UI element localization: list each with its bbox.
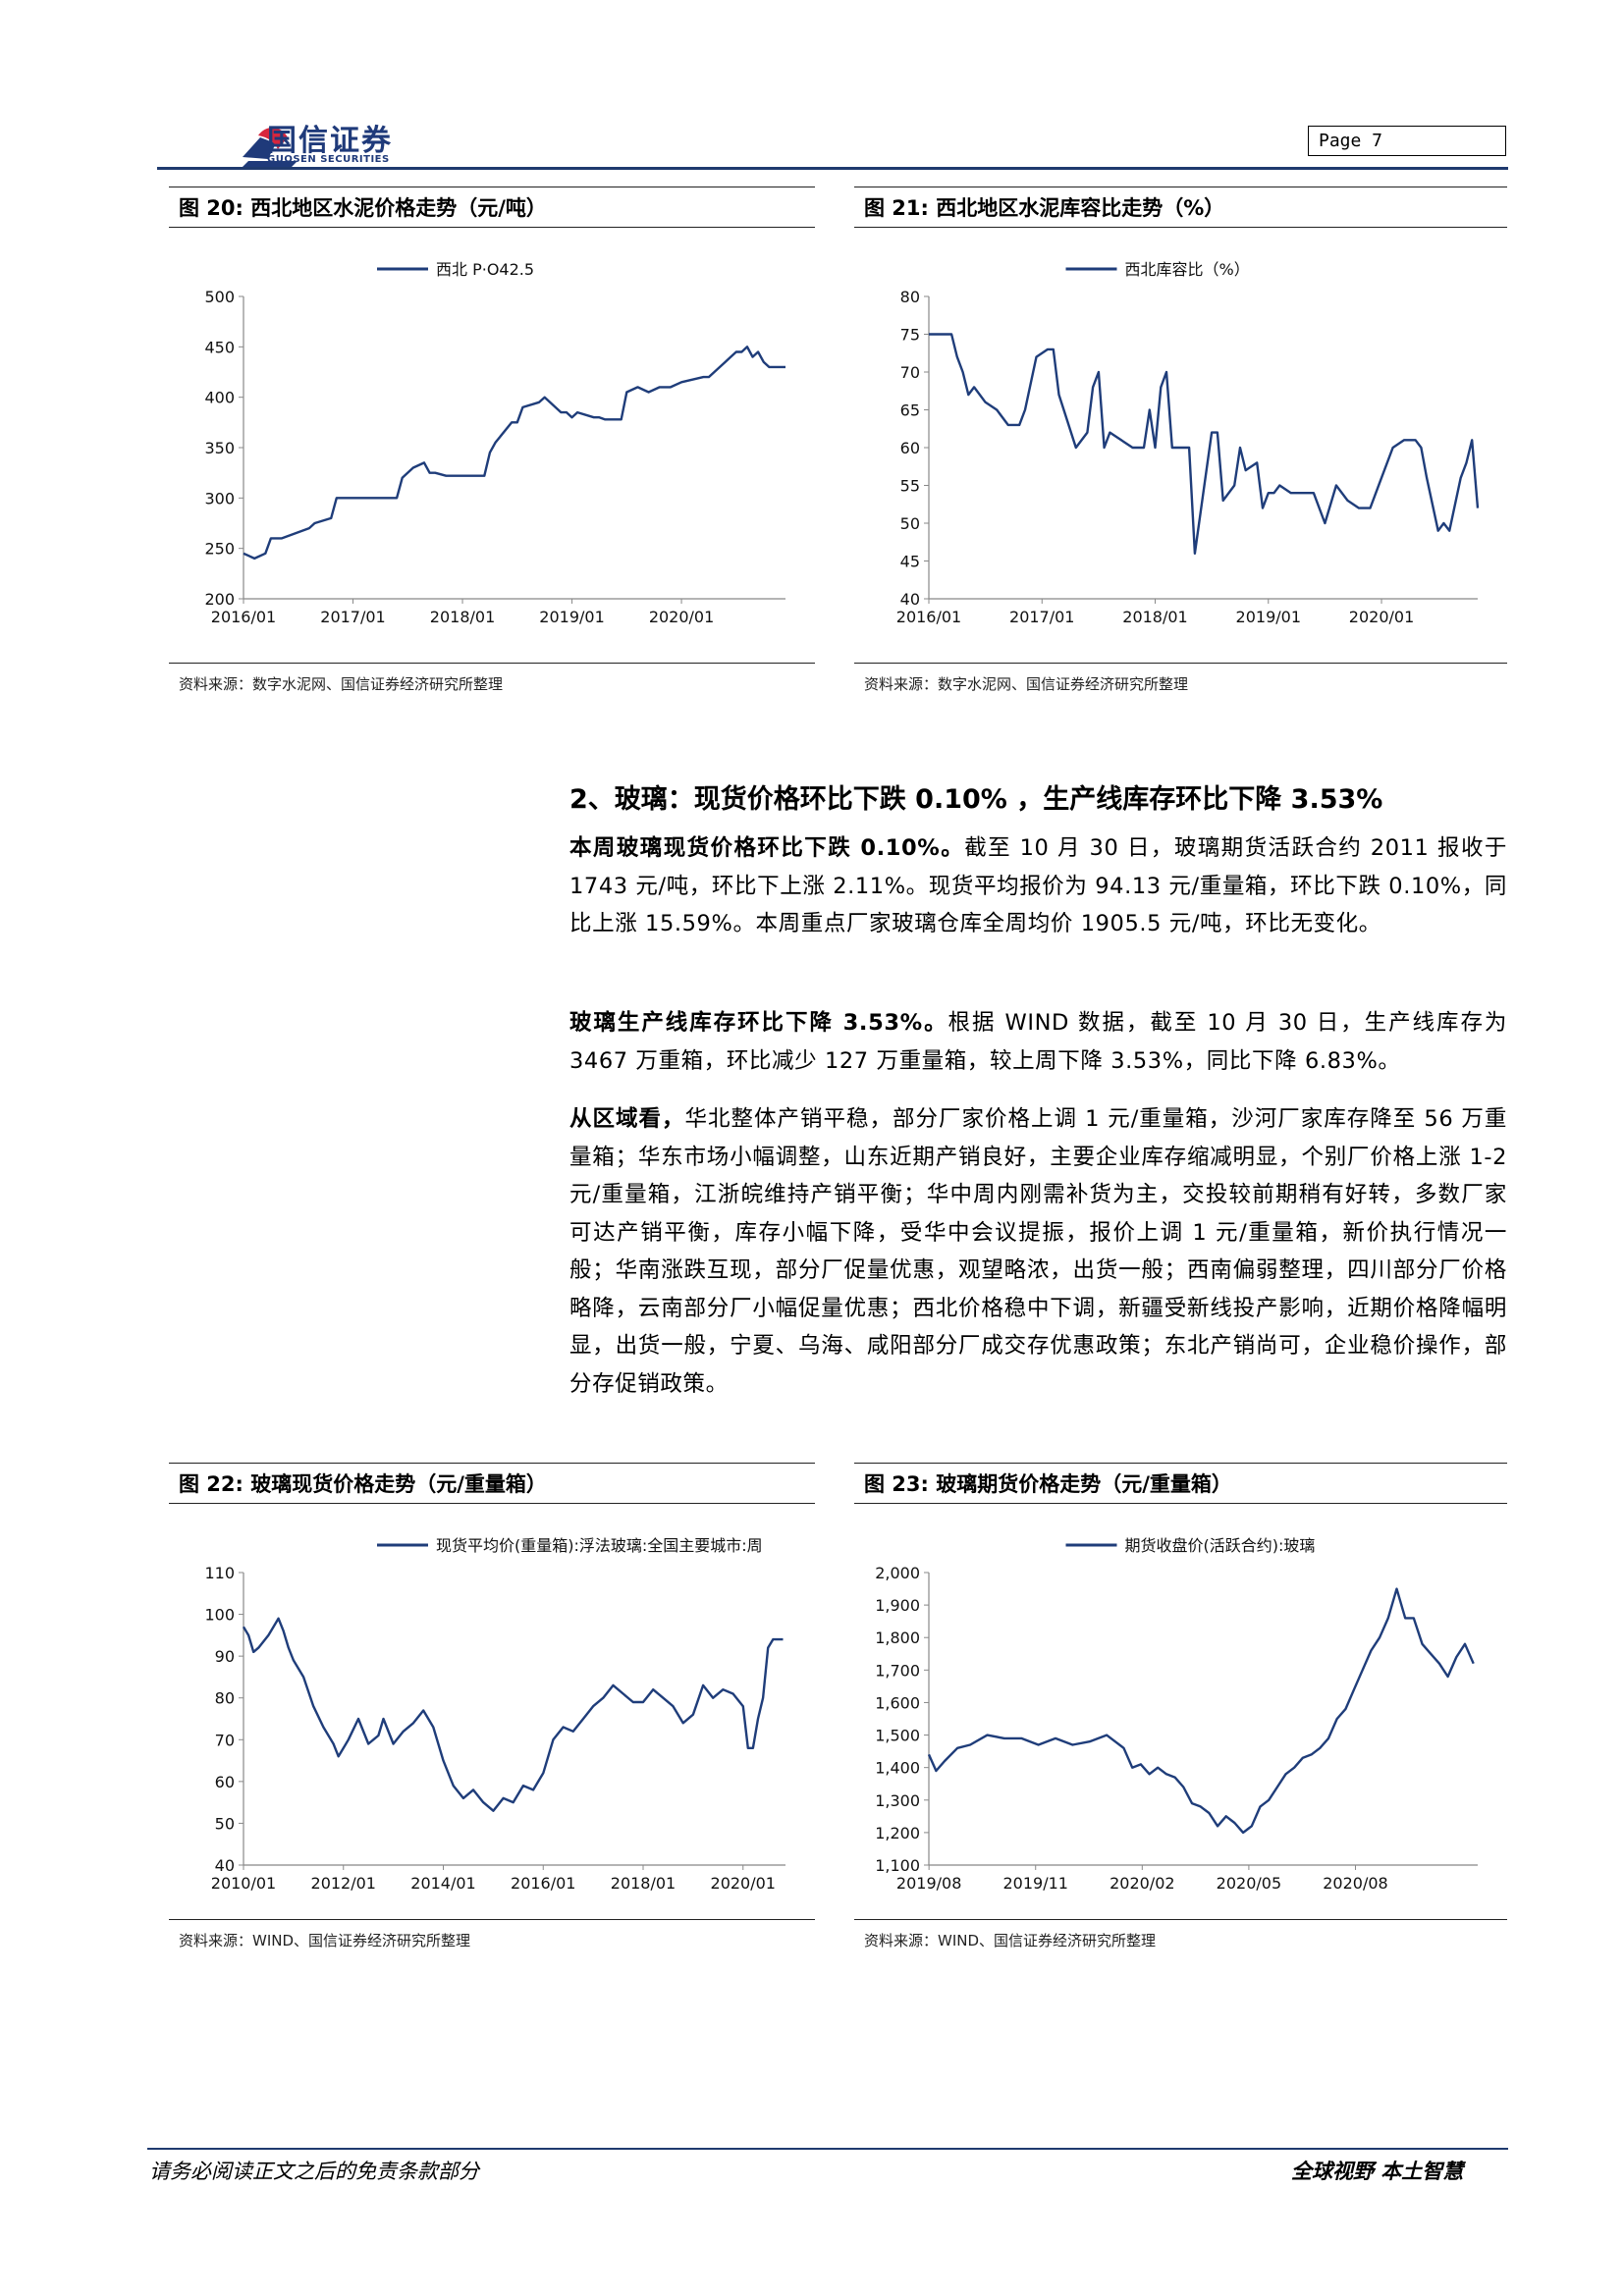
y-tick-label: 200	[204, 590, 235, 609]
paragraph-3: 从区域看，华北整体产销平稳，部分厂家价格上调 1 元/重量箱，沙河厂家库存降至 …	[569, 1100, 1507, 1403]
x-tick-label: 2020/05	[1217, 1874, 1281, 1893]
series-line	[242, 1617, 784, 1812]
figure-23-source: 资料来源：WIND、国信证券经济研究所整理	[854, 1919, 1507, 1950]
legend-label: 西北 P·O42.5	[436, 260, 534, 279]
x-tick-label: 2019/01	[1236, 608, 1301, 626]
y-tick-label: 2,000	[875, 1564, 920, 1582]
y-tick-label: 50	[215, 1814, 235, 1833]
figure-22-source: 资料来源：WIND、国信证券经济研究所整理	[169, 1919, 815, 1950]
x-tick-label: 2019/08	[896, 1874, 961, 1893]
y-tick-label: 65	[900, 401, 920, 420]
figure-20-source: 资料来源：数字水泥网、国信证券经济研究所整理	[169, 663, 815, 694]
section-title: 2、玻璃：现货价格环比下跌 0.10% ，生产线库存环比下降 3.53%	[569, 784, 1383, 815]
y-tick-label: 110	[204, 1564, 235, 1582]
y-tick-label: 90	[215, 1647, 235, 1666]
x-tick-label: 2020/01	[1349, 608, 1414, 626]
legend-label: 现货平均价(重量箱):浮法玻璃:全国主要城市:周	[436, 1536, 763, 1555]
footer-slogan: 全球视野 本土智慧	[1291, 2160, 1464, 2183]
y-tick-label: 400	[204, 389, 235, 407]
y-tick-label: 50	[900, 514, 920, 533]
logo-chinese-text: 国信证券	[267, 124, 393, 158]
x-tick-label: 2020/02	[1110, 1874, 1174, 1893]
y-tick-label: 80	[900, 288, 920, 306]
cement-storage-ratio-chart: 40 45 50 55 60 65 70 75 80 2016/01 2017/01 2018/01 2…	[896, 260, 1480, 626]
glass-spot-price-chart: 40 50 60 70 80 90 100 110 2010/01 2012/01 2014/01 2…	[204, 1536, 785, 1893]
page-number-box: Page 7	[1308, 126, 1506, 156]
paragraph-3-body: 华北整体产销平稳，部分厂家价格上调 1 元/重量箱，沙河厂家库存降至 56 万重…	[569, 1106, 1507, 1397]
guosen-logo-mark	[243, 127, 298, 167]
x-tick-label: 2010/01	[211, 1874, 276, 1893]
y-tick-label: 1,100	[875, 1856, 920, 1875]
header-rule	[157, 167, 1508, 170]
y-tick-label: 40	[900, 590, 920, 609]
paragraph-2-body: 根据 WIND 数据，截至 10 月 30 日，生产线库存为 3467 万重箱，…	[569, 1010, 1507, 1074]
y-tick-label: 100	[204, 1606, 235, 1625]
y-tick-label: 1,500	[875, 1727, 920, 1745]
x-tick-label: 2017/01	[1009, 608, 1074, 626]
figure-20-caption: 图 20: 西北地区水泥价格走势（元/吨）	[169, 187, 815, 228]
series-line	[243, 346, 785, 561]
x-tick-label: 2017/01	[320, 608, 385, 626]
legend-label: 期货收盘价(活跃合约):玻璃	[1125, 1536, 1316, 1555]
y-tick-label: 70	[900, 363, 920, 382]
y-tick-label: 1,400	[875, 1759, 920, 1778]
paragraph-2: 玻璃生产线库存环比下降 3.53%。根据 WIND 数据，截至 10 月 30 …	[569, 1004, 1507, 1080]
x-tick-label: 2018/01	[430, 608, 495, 626]
x-tick-label: 2020/01	[649, 608, 714, 626]
x-tick-label: 2014/01	[410, 1874, 475, 1893]
x-tick-label: 2018/01	[1122, 608, 1187, 626]
x-tick-label: 2016/01	[511, 1874, 575, 1893]
y-tick-label: 1,600	[875, 1693, 920, 1712]
y-tick-label: 60	[215, 1773, 235, 1791]
y-tick-label: 1,300	[875, 1791, 920, 1810]
paragraph-1-lead: 本周玻璃现货价格环比下跌 0.10%。	[569, 835, 965, 861]
figure-21-caption: 图 21: 西北地区水泥库容比走势（%）	[854, 187, 1507, 228]
y-tick-label: 75	[900, 326, 920, 345]
cement-price-chart: 200 250 300 350 400 450 500 2016/01 2017/01 2018/…	[204, 260, 785, 626]
figure-23-caption: 图 23: 玻璃期货价格走势（元/重量箱）	[854, 1463, 1507, 1504]
y-tick-label: 350	[204, 439, 235, 457]
y-tick-label: 80	[215, 1689, 235, 1708]
y-tick-label: 1,700	[875, 1661, 920, 1680]
paragraph-2-lead: 玻璃生产线库存环比下降 3.53%。	[569, 1010, 948, 1036]
y-tick-label: 500	[204, 288, 235, 306]
y-tick-label: 1,200	[875, 1824, 920, 1842]
paragraph-1: 本周玻璃现货价格环比下跌 0.10%。截至 10 月 30 日，玻璃期货活跃合约…	[569, 829, 1507, 943]
x-tick-label: 2018/01	[611, 1874, 676, 1893]
y-tick-label: 1,800	[875, 1629, 920, 1647]
y-tick-label: 70	[215, 1731, 235, 1749]
figure-22-caption: 图 22: 玻璃现货价格走势（元/重量箱）	[169, 1463, 815, 1504]
y-tick-label: 40	[215, 1856, 235, 1875]
paragraph-1-body: 截至 10 月 30 日，玻璃期货活跃合约 2011 报收于 1743 元/吨，…	[569, 835, 1508, 936]
series-line	[929, 333, 1480, 555]
y-tick-label: 300	[204, 489, 235, 507]
paragraph-3-lead: 从区域看，	[569, 1106, 685, 1132]
x-tick-label: 2019/11	[1002, 1874, 1067, 1893]
y-tick-label: 1,900	[875, 1596, 920, 1615]
y-tick-label: 55	[900, 477, 920, 496]
y-tick-label: 250	[204, 540, 235, 559]
logo-english-text: GUOSEN SECURITIES	[267, 154, 390, 165]
x-tick-label: 2012/01	[311, 1874, 376, 1893]
y-tick-label: 450	[204, 338, 235, 356]
y-tick-label: 45	[900, 553, 920, 571]
figure-21-source: 资料来源：数字水泥网、国信证券经济研究所整理	[854, 663, 1507, 694]
footer-rule	[147, 2148, 1508, 2150]
x-tick-label: 2016/01	[896, 608, 961, 626]
x-tick-label: 2019/01	[539, 608, 604, 626]
x-tick-label: 2020/08	[1323, 1874, 1387, 1893]
glass-futures-price-chart: 1,100 1,200 1,300 1,400 1,500 1,600 1,700 1,800…	[875, 1536, 1478, 1893]
series-line	[927, 1587, 1475, 1835]
x-tick-label: 2016/01	[211, 608, 276, 626]
disclaimer-note: 请务必阅读正文之后的免责条款部分	[149, 2160, 479, 2183]
y-tick-label: 60	[900, 439, 920, 457]
legend-label: 西北库容比（%）	[1125, 260, 1250, 279]
x-tick-label: 2020/01	[711, 1874, 776, 1893]
